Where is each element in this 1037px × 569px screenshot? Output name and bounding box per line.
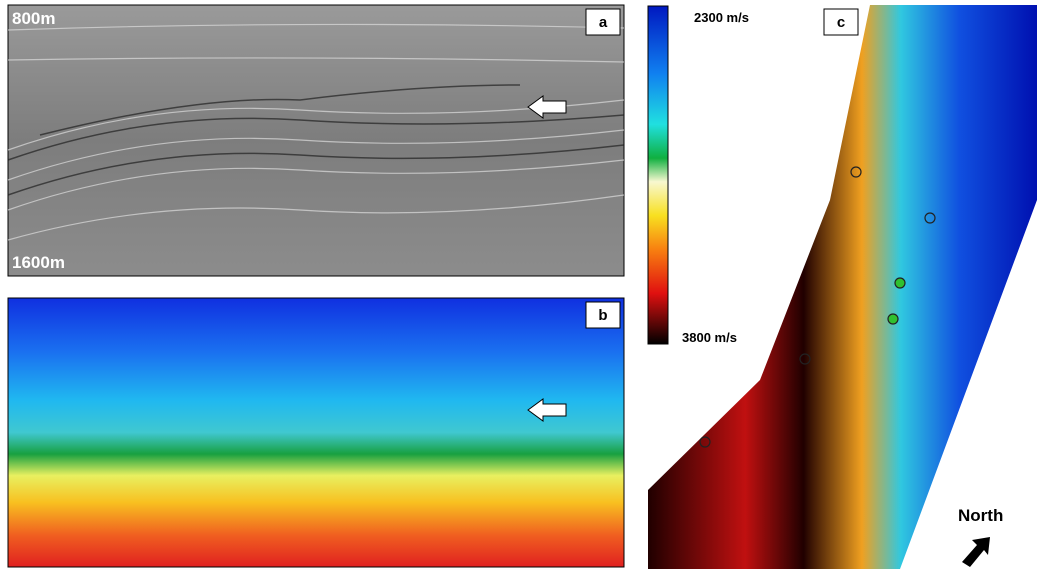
panel-a: a 800m 1600m bbox=[8, 5, 624, 276]
colorbar-gradient bbox=[648, 6, 668, 344]
colorbar-top-label: 2300 m/s bbox=[694, 10, 749, 25]
north-arrow bbox=[962, 537, 990, 567]
depth-label: 1600m bbox=[12, 253, 65, 272]
panel-label: b bbox=[598, 307, 607, 324]
figure: a 800m 1600m b 2300 m/s 3800 m/s c North bbox=[0, 0, 1037, 569]
panel-label: a bbox=[599, 14, 608, 31]
panel-c: c North bbox=[648, 5, 1037, 569]
colorbar: 2300 m/s 3800 m/s bbox=[648, 6, 749, 345]
panel-label: c bbox=[837, 14, 845, 31]
velocity-map bbox=[648, 5, 1037, 569]
panel-b: b bbox=[8, 298, 624, 567]
colorbar-bottom-label: 3800 m/s bbox=[682, 330, 737, 345]
velocity-image bbox=[8, 298, 624, 567]
depth-label: 800m bbox=[12, 9, 55, 28]
north-label: North bbox=[958, 506, 1003, 525]
